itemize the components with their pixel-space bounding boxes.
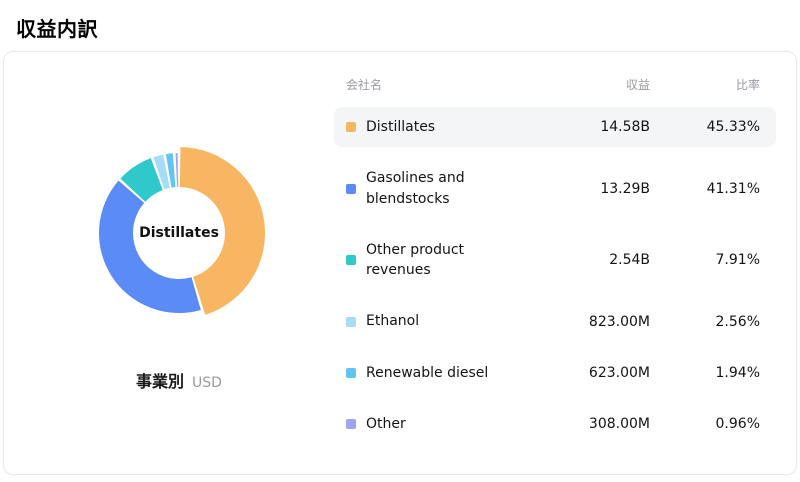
donut-segment-5[interactable] [175,153,179,188]
percent-value: 0.96% [715,416,760,433]
percent-value: 41.31% [706,180,760,197]
breakdown-table: 会社名 収益 比率 Distillates 14.58B 45.33% Gasolin… [334,52,796,474]
legend-marker [346,316,356,327]
table-header-row: 会社名 収益 比率 [334,70,776,107]
donut-segment-3[interactable] [153,154,170,190]
revenue-value: 2.54B [609,252,650,269]
revenue-value: 308.00M [588,416,650,433]
segment-label: Distillates [366,119,436,135]
donut-chart[interactable] [84,138,274,328]
revenue-value: 823.00M [588,313,650,330]
chart-caption: 事業別 USD [136,368,222,392]
page-title: 収益内訳 [16,17,98,41]
table-row[interactable]: Ethanol 823.00M 2.56% [334,301,776,341]
percent-value: 45.33% [706,119,760,136]
percent-value: 7.91% [715,252,760,269]
table-rows: Distillates 14.58B 45.33% Gasolines and ble… [334,107,776,444]
header-company-name: 会社名 [346,78,383,92]
percent-value: 1.94% [715,364,760,381]
donut-segment-1[interactable] [99,180,201,314]
revenue-value: 13.29B [600,180,650,197]
revenue-value: 14.58B [600,119,650,136]
percent-value: 2.56% [715,313,760,330]
table-row[interactable]: Gasolines and blendstocks 13.29B 41.31% [334,158,776,219]
legend-marker [346,183,356,194]
table-row[interactable]: Other 308.00M 0.96% [334,404,776,444]
legend-marker [346,255,356,266]
donut-segment-4[interactable] [165,153,176,188]
table-row[interactable]: Renewable diesel 623.00M 1.94% [334,353,776,393]
chart-caption-currency: USD [192,375,222,391]
segment-label: Gasolines and blendstocks [366,170,465,207]
legend-marker [346,122,356,133]
segment-label: Ethanol [366,313,420,330]
revenue-value: 623.00M [588,364,650,381]
header-ratio: 比率 [735,78,760,92]
chart-caption-label: 事業別 [136,372,185,391]
segment-label: Other [366,416,406,433]
donut-chart-wrap: Distillates [84,138,274,328]
segment-label: Renewable diesel [366,364,489,381]
legend-marker [346,367,356,378]
legend-marker [346,419,356,430]
donut-segment-2[interactable] [120,158,163,202]
donut-segment-0[interactable] [179,147,266,315]
header-revenue: 収益 [625,78,650,92]
table-row[interactable]: Other product revenues 2.54B 7.91% [334,230,776,291]
segment-label: Other product revenues [366,241,465,279]
chart-column: Distillates 事業別 USD [4,52,334,474]
revenue-breakdown-card: Distillates 事業別 USD 会社名 収益 比率 Distillate… [3,51,797,475]
table-row[interactable]: Distillates 14.58B 45.33% [334,107,776,148]
